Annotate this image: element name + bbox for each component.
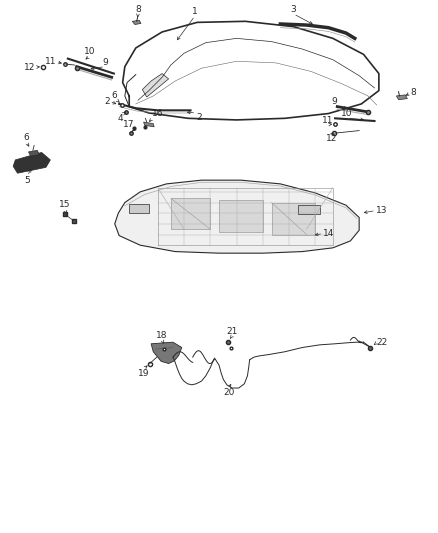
Text: 11: 11 [45,58,56,66]
Text: 2: 2 [196,113,202,122]
Polygon shape [129,204,149,213]
Text: 9: 9 [102,58,108,67]
Polygon shape [396,95,407,100]
Text: 10: 10 [341,109,353,118]
Text: 18: 18 [156,331,168,340]
Polygon shape [28,150,39,156]
Text: 14: 14 [323,229,335,238]
Polygon shape [144,122,154,127]
Text: 4: 4 [118,114,124,123]
Text: 6: 6 [23,133,29,142]
Text: 19: 19 [138,369,149,378]
Polygon shape [272,203,315,235]
Polygon shape [171,198,210,229]
Polygon shape [13,152,50,173]
Text: 12: 12 [24,63,35,71]
Text: 20: 20 [223,388,234,397]
Text: 5: 5 [24,176,30,185]
Text: 16: 16 [152,109,164,118]
Polygon shape [298,205,320,214]
Text: 8: 8 [411,88,417,97]
Text: 21: 21 [226,327,238,336]
Text: 6: 6 [111,91,117,100]
Polygon shape [115,180,359,253]
Text: 12: 12 [326,134,338,143]
Text: 2: 2 [104,97,110,106]
Text: 8: 8 [135,5,141,14]
Polygon shape [142,74,169,97]
Text: 13: 13 [376,206,387,215]
Text: 22: 22 [377,338,388,347]
Text: 11: 11 [322,116,333,125]
Text: 9: 9 [331,96,337,106]
Text: 15: 15 [59,200,71,209]
Text: 1: 1 [192,7,198,16]
Polygon shape [132,20,141,25]
Text: 17: 17 [124,120,135,129]
Text: 10: 10 [84,47,95,56]
Text: 3: 3 [290,5,297,14]
Polygon shape [219,200,263,232]
Polygon shape [151,342,182,364]
